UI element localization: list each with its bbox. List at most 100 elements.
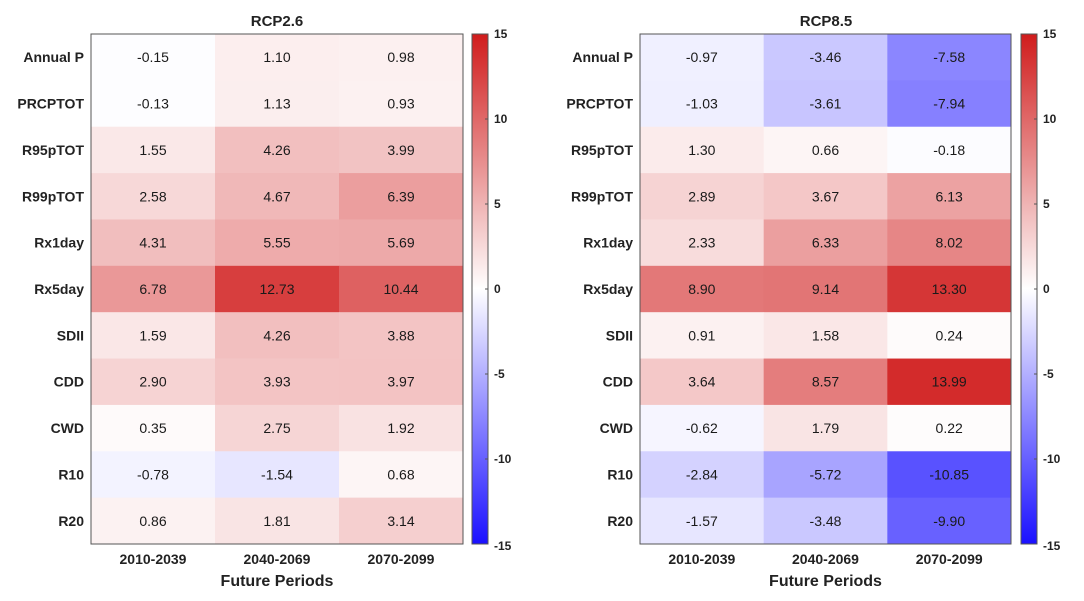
x-axis-title: Future Periods — [769, 573, 882, 590]
cell-value-label: 5.55 — [263, 235, 290, 251]
cell-value-label: -9.90 — [933, 513, 965, 529]
cell-value-label: -7.58 — [933, 49, 965, 65]
cell-value-label: -0.15 — [137, 49, 169, 65]
row-label: SDII — [606, 327, 633, 343]
cell-value-label: 10.44 — [383, 281, 418, 297]
row-label: Rx5day — [583, 281, 633, 297]
cell-value-label: 6.33 — [812, 235, 839, 251]
cell-value-label: 0.22 — [936, 420, 963, 436]
cell-value-label: 0.91 — [688, 327, 715, 343]
heatmap-cell — [91, 358, 216, 406]
heatmap-cell — [215, 404, 340, 452]
heatmap-panel-rcp85: RCP8.5 -0.97 -3.46 -7.58 -1.03 -3.61 -7.94 1.30… — [566, 13, 1060, 590]
heatmap-cell — [215, 126, 340, 174]
row-label: R95pTOT — [22, 142, 84, 158]
cell-value-label: 13.99 — [932, 374, 967, 390]
heatmap-cell — [887, 404, 1012, 452]
row-label: CDD — [54, 374, 84, 390]
cell-value-label: 0.66 — [812, 142, 839, 158]
cell-value-label: -5.72 — [810, 466, 842, 482]
heatmap-cell — [215, 312, 340, 360]
heatmap-cell — [887, 173, 1012, 220]
cell-value-label: 3.64 — [688, 374, 715, 390]
cell-value-label: 8.90 — [688, 281, 715, 297]
heatmap-cell — [339, 358, 464, 406]
cell-value-label: 1.58 — [812, 327, 839, 343]
cell-value-label: -3.46 — [810, 49, 842, 65]
heatmap-cell — [640, 358, 765, 406]
heatmap-cell — [640, 173, 765, 220]
heatmap-cell — [763, 312, 888, 360]
cell-value-label: 4.26 — [263, 142, 290, 158]
heatmap-cell — [640, 497, 765, 545]
heatmap-cell — [215, 497, 340, 545]
cell-value-label: 8.57 — [812, 374, 839, 390]
cell-value-label: 13.30 — [932, 281, 967, 297]
cell-value-label: 1.81 — [263, 513, 290, 529]
heatmap-cell — [215, 80, 340, 128]
cell-value-label: 0.86 — [139, 513, 166, 529]
heatmap-cell — [215, 34, 340, 81]
cell-value-label: -1.03 — [686, 96, 718, 112]
cell-value-label: 1.79 — [812, 420, 839, 436]
column-label: 2070-2099 — [368, 551, 435, 567]
cell-value-label: 1.59 — [139, 327, 166, 343]
heatmap-cell — [339, 497, 464, 545]
column-label: 2040-2069 — [792, 551, 859, 567]
heatmap-cell — [339, 312, 464, 360]
cell-value-label: 5.69 — [387, 235, 414, 251]
heatmap-cell — [640, 34, 765, 81]
cell-value-label: -0.62 — [686, 420, 718, 436]
colorbar-tick-label: 10 — [494, 112, 508, 126]
heatmap-cell — [763, 497, 888, 545]
panel-title: RCP2.6 — [251, 13, 304, 30]
plot-frame — [90, 33, 464, 545]
heatmap-cell — [339, 404, 464, 452]
column-label: 2010-2039 — [668, 551, 735, 567]
row-label: R20 — [607, 513, 633, 529]
heatmap-cell — [339, 219, 464, 267]
heatmap-cell — [763, 265, 888, 313]
cell-value-label: -1.57 — [686, 513, 718, 529]
cell-value-label: -10.85 — [929, 466, 969, 482]
cell-value-label: -0.97 — [686, 49, 718, 65]
row-label: R10 — [607, 466, 633, 482]
heatmap-cell — [215, 358, 340, 406]
colorbar-tick-label: 0 — [1043, 282, 1050, 296]
heatmap-cell — [887, 219, 1012, 267]
cell-value-label: 2.58 — [139, 188, 166, 204]
heatmap-cell — [763, 173, 888, 220]
cell-value-label: 0.35 — [139, 420, 166, 436]
row-label: R95pTOT — [571, 142, 633, 158]
cell-value-label: 1.10 — [263, 49, 290, 65]
colorbar-tick-label: -15 — [494, 539, 512, 553]
cell-value-label: -1.54 — [261, 466, 293, 482]
heatmap-cell — [215, 265, 340, 313]
cell-value-label: -0.78 — [137, 466, 169, 482]
colorbar-tick-label: -5 — [1043, 367, 1054, 381]
heatmap-cell — [887, 312, 1012, 360]
heatmap-cell — [215, 219, 340, 267]
cell-value-label: -0.13 — [137, 96, 169, 112]
cell-value-label: 6.39 — [387, 188, 414, 204]
heatmap-cells: -0.97 -3.46 -7.58 -1.03 -3.61 -7.94 1.30 0.66 -0… — [640, 34, 1012, 545]
heatmap-cell — [91, 219, 216, 267]
heatmap-cell — [339, 34, 464, 81]
cell-value-label: 2.89 — [688, 188, 715, 204]
row-label: PRCPTOT — [17, 96, 84, 112]
heatmap-cell — [763, 34, 888, 81]
cell-value-label: 3.99 — [387, 142, 414, 158]
heatmap-cell — [91, 173, 216, 220]
heatmap-cell — [763, 404, 888, 452]
cell-value-label: 3.88 — [387, 327, 414, 343]
cell-value-label: 0.93 — [387, 96, 414, 112]
cell-value-label: -3.48 — [810, 513, 842, 529]
heatmap-cell — [91, 404, 216, 452]
row-label: SDII — [57, 327, 84, 343]
cell-value-label: 1.13 — [263, 96, 290, 112]
heatmap-cell — [339, 265, 464, 313]
heatmap-cell — [887, 126, 1012, 174]
row-label: CWD — [51, 420, 84, 436]
heatmap-cell — [640, 265, 765, 313]
cell-value-label: 12.73 — [259, 281, 294, 297]
